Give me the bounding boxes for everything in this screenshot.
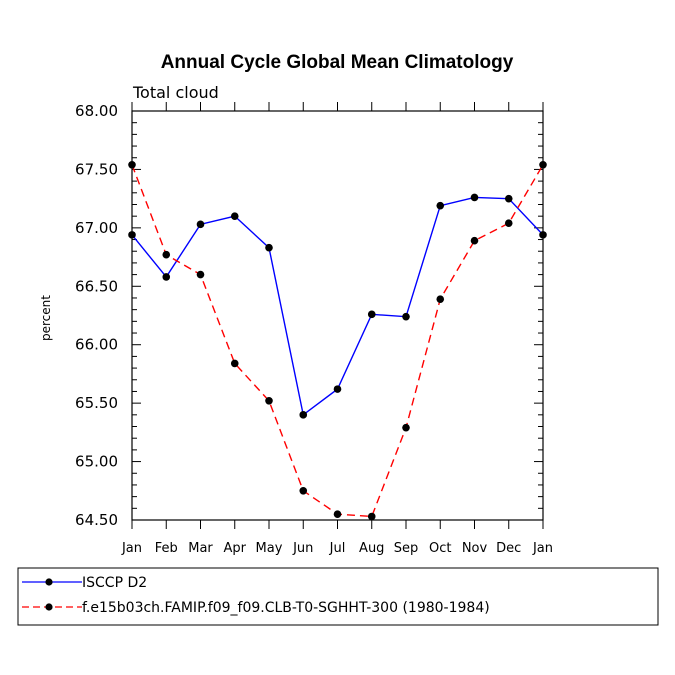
- y-tick-label: 68.00: [75, 102, 118, 120]
- y-tick-label: 65.50: [75, 394, 118, 412]
- series-0-point: [333, 385, 342, 393]
- series-1-point: [265, 397, 273, 405]
- series-1-point: [196, 270, 205, 279]
- series-0-point: [367, 310, 376, 319]
- series-line-0: [131, 196, 544, 417]
- legend-label-isccp: ISCCP D2: [82, 575, 147, 591]
- x-tick-label: Mar: [188, 541, 213, 556]
- series-1-point: [333, 510, 342, 518]
- y-ticks: 64.50 65.00 65.50 66.00 66.50 67.00 67.50 68.00: [75, 102, 543, 529]
- x-tick-label: Jan: [121, 541, 142, 556]
- series-0-point: [436, 201, 445, 210]
- series-1-point: [470, 236, 479, 245]
- y-tick-label: 66.00: [75, 336, 118, 354]
- series-0-point: [196, 220, 205, 229]
- x-tick-label: Nov: [462, 541, 488, 556]
- series-1-point: [539, 160, 547, 169]
- series-0-point: [299, 411, 308, 419]
- y-tick-label: 67.50: [75, 160, 118, 178]
- series-layer: [128, 160, 547, 521]
- series-1-point: [128, 160, 136, 169]
- series-1-point: [504, 219, 513, 227]
- x-tick-label: Apr: [224, 541, 247, 556]
- legend: ISCCP D2 f.e15b03ch.FAMIP.f09_f09.CLB-T0…: [17, 567, 659, 626]
- legend-marker-model: [45, 603, 53, 611]
- y-tick-label: 65.00: [75, 453, 118, 471]
- series-0-point: [128, 231, 136, 239]
- series-0-point: [265, 243, 273, 252]
- x-tick-label: Jun: [292, 541, 313, 556]
- legend-marker-isccp: [45, 578, 53, 586]
- y-tick-label: 66.50: [75, 277, 118, 295]
- series-1-point: [162, 250, 171, 259]
- legend-box: [17, 567, 659, 626]
- x-tick-label: Dec: [496, 541, 521, 556]
- y-axis-label: percent: [39, 295, 53, 341]
- chart-subtitle: Total cloud: [132, 83, 219, 102]
- x-ticks: Jan Feb Mar Apr May Jun Jul Aug Sep Oct Nov Dec Jan: [121, 102, 553, 556]
- x-tick-label: Jan: [532, 541, 553, 556]
- series-0-point: [539, 231, 547, 239]
- chart-title: Annual Cycle Global Mean Climatology: [161, 52, 514, 73]
- y-tick-label: 67.00: [75, 219, 118, 237]
- x-tick-label: Sep: [394, 541, 419, 556]
- series-0-point: [470, 193, 479, 202]
- series-1-point: [299, 486, 308, 495]
- legend-label-model: f.e15b03ch.FAMIP.f09_f09.CLB-T0-SGHHT-30…: [82, 600, 490, 616]
- series-line-1: [131, 164, 544, 518]
- plot-frame: [131, 110, 544, 521]
- series-1-point: [230, 359, 239, 368]
- x-tick-label: Jul: [329, 541, 346, 556]
- series-0-point: [402, 312, 410, 321]
- y-tick-label: 64.50: [75, 511, 118, 529]
- series-1-point: [436, 295, 445, 303]
- series-0-point: [504, 194, 513, 203]
- x-tick-label: Aug: [359, 541, 384, 556]
- x-tick-label: Feb: [155, 541, 178, 556]
- series-1-point: [402, 423, 410, 432]
- series-0-point: [230, 212, 239, 220]
- x-tick-label: Oct: [429, 541, 451, 556]
- series-0-point: [162, 273, 171, 281]
- x-tick-label: May: [256, 541, 283, 556]
- series-1-point: [367, 512, 376, 521]
